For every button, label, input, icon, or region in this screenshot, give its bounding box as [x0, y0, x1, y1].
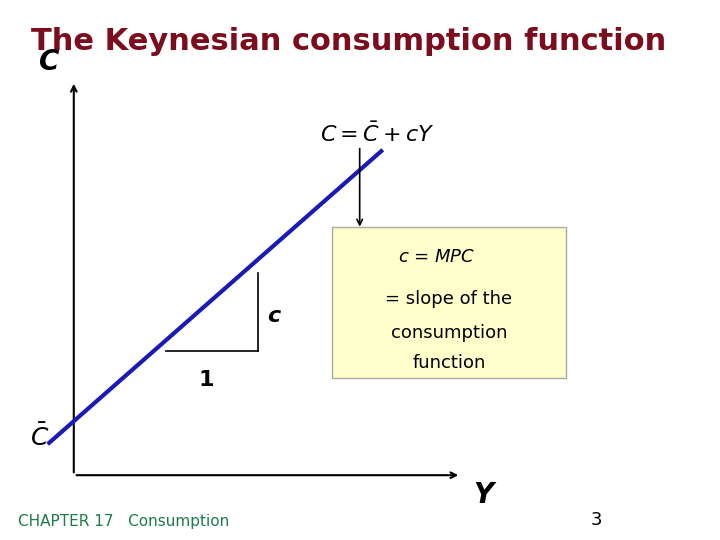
Text: consumption: consumption: [390, 323, 507, 342]
Text: 1: 1: [198, 370, 214, 390]
Text: 3: 3: [591, 511, 603, 529]
Text: function: function: [412, 354, 485, 372]
Text: $C = \bar{C} + cY$: $C = \bar{C} + cY$: [320, 122, 435, 146]
Text: c: c: [267, 306, 281, 326]
Text: $\bar{C}$: $\bar{C}$: [30, 424, 50, 451]
Text: = slope of the: = slope of the: [385, 291, 513, 308]
Bar: [332, 227, 566, 378]
Text: C: C: [39, 48, 59, 76]
Text: $c$ = $MPC$: $c$ = $MPC$: [398, 248, 475, 266]
Text: The Keynesian consumption function: The Keynesian consumption function: [31, 27, 666, 56]
Text: Y: Y: [474, 481, 493, 509]
Text: CHAPTER 17   Consumption: CHAPTER 17 Consumption: [19, 514, 230, 529]
